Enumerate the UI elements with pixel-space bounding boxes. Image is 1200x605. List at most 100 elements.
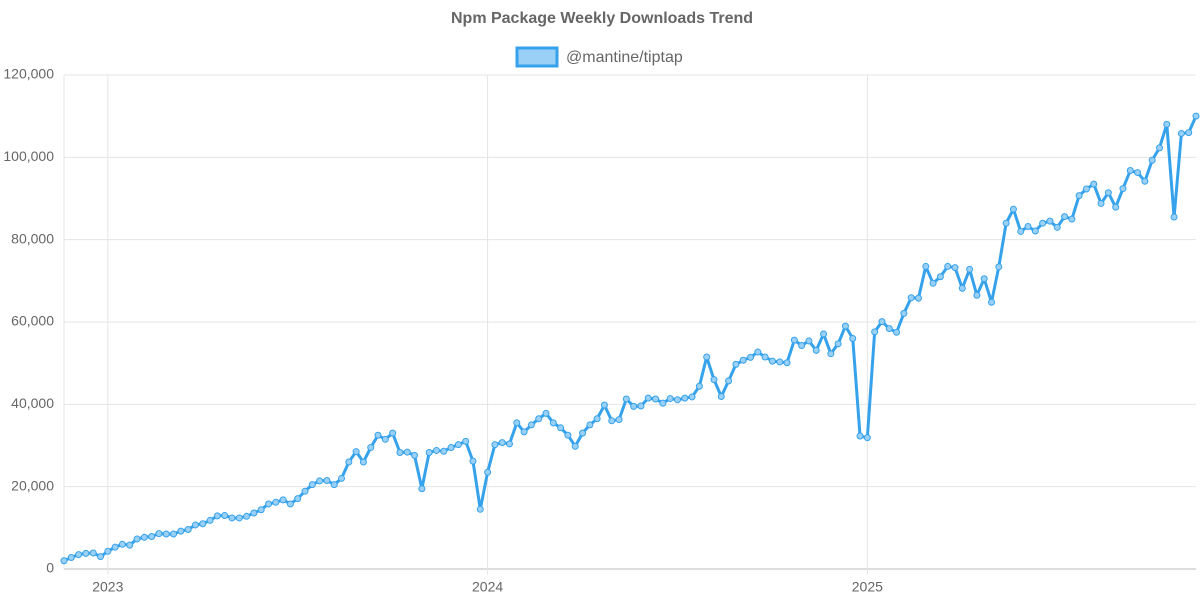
data-point bbox=[323, 476, 331, 484]
data-point bbox=[608, 417, 616, 425]
y-tick-label: 80,000 bbox=[11, 230, 54, 246]
y-tick-label: 60,000 bbox=[11, 313, 54, 329]
data-point bbox=[958, 284, 966, 292]
data-point bbox=[1082, 185, 1090, 193]
data-point bbox=[389, 429, 397, 437]
data-point bbox=[1119, 185, 1127, 193]
data-point bbox=[352, 448, 360, 456]
data-point bbox=[747, 353, 755, 361]
data-point bbox=[235, 514, 243, 522]
data-point bbox=[213, 512, 221, 520]
data-point bbox=[140, 533, 148, 541]
data-point bbox=[798, 341, 806, 349]
data-point bbox=[381, 435, 389, 443]
data-point bbox=[301, 487, 309, 495]
data-point bbox=[118, 540, 126, 548]
data-point bbox=[447, 444, 455, 452]
data-point bbox=[535, 415, 543, 423]
legend-label: @mantine/tiptap bbox=[566, 49, 683, 66]
data-point bbox=[111, 543, 119, 551]
data-point bbox=[1185, 129, 1193, 137]
data-point bbox=[396, 448, 404, 456]
data-point bbox=[673, 396, 681, 404]
data-point bbox=[622, 395, 630, 403]
data-point bbox=[1126, 167, 1134, 175]
data-point bbox=[681, 394, 689, 402]
data-point bbox=[308, 481, 316, 489]
data-point bbox=[600, 401, 608, 409]
data-point bbox=[469, 457, 477, 465]
data-point bbox=[790, 336, 798, 344]
data-point bbox=[97, 553, 105, 561]
data-point bbox=[893, 328, 901, 336]
data-point bbox=[944, 262, 952, 270]
data-point bbox=[1031, 227, 1039, 235]
data-point bbox=[294, 495, 302, 503]
data-point bbox=[936, 273, 944, 281]
data-point bbox=[922, 262, 930, 270]
data-point bbox=[871, 328, 879, 336]
data-point bbox=[929, 279, 937, 287]
x-tick-label: 2023 bbox=[92, 579, 123, 595]
data-point bbox=[170, 530, 178, 538]
data-point bbox=[67, 553, 75, 561]
data-point bbox=[1112, 203, 1120, 211]
data-point bbox=[133, 535, 141, 543]
data-point bbox=[863, 434, 871, 442]
data-point bbox=[579, 429, 587, 437]
data-point bbox=[243, 512, 251, 520]
data-point bbox=[199, 520, 207, 528]
data-point bbox=[425, 448, 433, 456]
data-point bbox=[980, 275, 988, 283]
data-point bbox=[841, 322, 849, 330]
data-point bbox=[754, 348, 762, 356]
data-point bbox=[973, 291, 981, 299]
data-point bbox=[279, 496, 287, 504]
data-point bbox=[513, 419, 521, 427]
x-tick-label: 2024 bbox=[472, 579, 503, 595]
data-point bbox=[60, 557, 68, 565]
data-point bbox=[89, 549, 97, 557]
data-point bbox=[827, 350, 835, 358]
data-point bbox=[725, 377, 733, 385]
data-point bbox=[126, 541, 134, 549]
data-point bbox=[1170, 213, 1178, 221]
data-point bbox=[330, 481, 338, 489]
data-point bbox=[783, 359, 791, 367]
data-point bbox=[462, 437, 470, 445]
data-point bbox=[812, 346, 820, 354]
data-point bbox=[75, 551, 83, 559]
data-point bbox=[856, 432, 864, 440]
data-point bbox=[359, 458, 367, 466]
data-point bbox=[644, 394, 652, 402]
data-point bbox=[432, 446, 440, 454]
data-point bbox=[418, 485, 426, 493]
data-point bbox=[834, 340, 842, 348]
data-point bbox=[1039, 219, 1047, 227]
data-point bbox=[739, 356, 747, 364]
chart-title: Npm Package Weekly Downloads Trend bbox=[451, 10, 753, 27]
data-point bbox=[717, 393, 725, 401]
data-point bbox=[1061, 213, 1069, 221]
data-point bbox=[345, 458, 353, 466]
data-point bbox=[148, 532, 156, 540]
data-point bbox=[666, 395, 674, 403]
data-point bbox=[476, 505, 484, 513]
data-point bbox=[191, 521, 199, 529]
data-point bbox=[1024, 222, 1032, 230]
data-point bbox=[316, 477, 324, 485]
data-point bbox=[564, 431, 572, 439]
data-point bbox=[914, 294, 922, 302]
y-tick-label: 120,000 bbox=[3, 66, 54, 82]
data-point bbox=[885, 325, 893, 333]
data-point bbox=[995, 263, 1003, 271]
data-point bbox=[1155, 144, 1163, 152]
data-point bbox=[703, 353, 711, 361]
data-point bbox=[1148, 156, 1156, 164]
legend-swatch bbox=[515, 46, 559, 68]
data-point bbox=[1163, 120, 1171, 128]
data-point bbox=[82, 549, 90, 557]
data-point bbox=[374, 431, 382, 439]
data-point bbox=[1090, 180, 1098, 188]
